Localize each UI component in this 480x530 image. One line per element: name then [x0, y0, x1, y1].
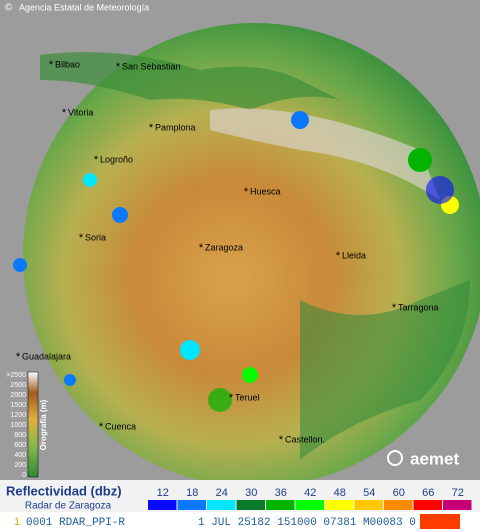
city-label: Logroño	[100, 154, 133, 164]
terrain	[40, 52, 340, 110]
legend-swatch	[266, 500, 295, 510]
coast	[300, 280, 470, 460]
agency: Agencia Estatal de Meteorología	[19, 2, 149, 12]
altitude-label: 1200	[10, 412, 26, 419]
altitude-label: 800	[14, 432, 26, 439]
altitude-label: 1500	[10, 402, 26, 409]
city-marker: *	[116, 61, 121, 73]
legend-value: 24	[216, 487, 228, 499]
altitude-label: 1000	[10, 422, 26, 429]
pyrenees	[210, 108, 440, 200]
legend-value: 12	[157, 487, 169, 499]
altitude-label: 2000	[10, 392, 26, 399]
copyright: ©	[5, 3, 13, 14]
legend-value: 48	[334, 487, 346, 499]
city-label: San Sebastian	[122, 61, 181, 71]
legend-swatch	[177, 500, 206, 510]
city-marker: *	[199, 242, 204, 254]
legend-swatch	[207, 500, 236, 510]
altitude-label: 600	[14, 442, 26, 449]
city-marker: *	[336, 250, 341, 262]
legend-value: 72	[452, 487, 464, 499]
city-label: Huesca	[250, 186, 281, 196]
logo-text: aemet	[410, 449, 459, 468]
altitude-label: 200	[14, 462, 26, 469]
legend-value: 54	[363, 487, 375, 499]
city-marker: *	[279, 434, 284, 446]
legend-swatch	[443, 500, 472, 510]
legend-value: 18	[186, 487, 198, 499]
city-marker: *	[392, 302, 397, 314]
status-index: 1	[14, 516, 20, 528]
city-label: Soria	[85, 232, 106, 242]
city-label: Guadalajara	[22, 351, 71, 361]
legend-subtitle: Radar de Zaragoza	[25, 501, 112, 512]
status-info: 1 JUL 25182 151000 07381 M00083 0	[198, 517, 416, 529]
legend-swatch	[148, 500, 177, 510]
city-marker: *	[79, 232, 84, 244]
status-product: 0001 RDAR_PPI-R	[26, 517, 125, 529]
legend-swatch	[413, 500, 442, 510]
legend-swatch	[236, 500, 265, 510]
city-marker: *	[244, 186, 249, 198]
status-flag	[420, 514, 460, 529]
altitude-label: >2500	[6, 372, 26, 379]
city-marker: *	[49, 59, 54, 71]
status-bar	[0, 513, 480, 530]
city-label: Bilbao	[55, 59, 80, 69]
city-marker: *	[62, 107, 67, 119]
legend-swatch	[384, 500, 413, 510]
echoes	[13, 111, 459, 412]
city-marker: *	[149, 122, 154, 134]
legend-swatch	[354, 500, 383, 510]
legend-value: 30	[245, 487, 257, 499]
legend-value: 60	[393, 487, 405, 499]
city-marker: *	[229, 392, 234, 404]
city-label: Tarragona	[398, 302, 439, 312]
legend-value: 42	[304, 487, 316, 499]
legend-title: Reflectividad (dbz)	[6, 483, 122, 498]
city-label: Lleida	[342, 250, 366, 260]
legend-swatch	[295, 500, 324, 510]
city-label: Pamplona	[155, 122, 196, 132]
altitude-label: 400	[14, 452, 26, 459]
legend-swatch	[325, 500, 354, 510]
city-marker: *	[99, 421, 104, 433]
city-marker: *	[94, 154, 99, 166]
city-label: Teruel	[235, 392, 260, 402]
altitude-label: 0	[22, 472, 26, 479]
altitude-label: 2500	[10, 382, 26, 389]
city-label: Castellon.	[285, 434, 325, 444]
city-label: Vitoria	[68, 107, 93, 117]
legend-value: 66	[422, 487, 434, 499]
city-label: Cuenca	[105, 421, 136, 431]
logo: aemet	[387, 449, 459, 468]
city-marker: *	[16, 351, 21, 363]
city-label: Zaragoza	[205, 242, 243, 252]
legend-value: 36	[275, 487, 287, 499]
altitude-bar	[27, 371, 39, 478]
altitude-title: Orografía (m)	[39, 399, 48, 450]
